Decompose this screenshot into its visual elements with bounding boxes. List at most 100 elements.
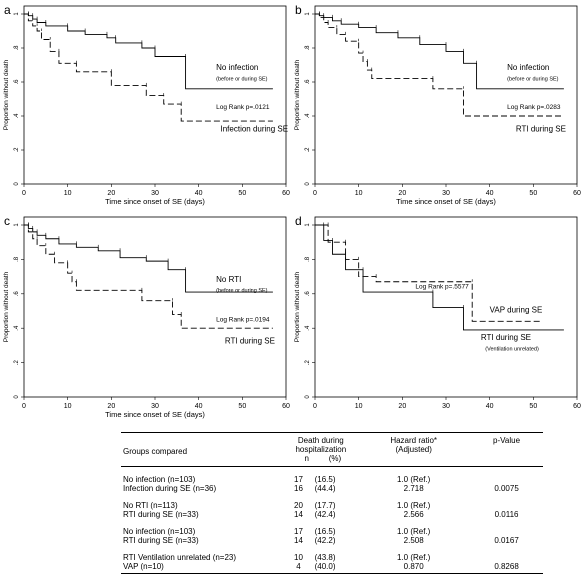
spacer-cell xyxy=(121,467,543,476)
table-row: RTI Ventilation unrelated (n=23) 10 (43.8)… xyxy=(121,553,543,562)
y-tick-label: 0 xyxy=(305,395,311,399)
y-tick-label: .4 xyxy=(14,113,20,119)
y-tick-label: 1 xyxy=(305,223,311,227)
cell-n: 20 xyxy=(294,501,303,510)
x-tick-label: 0 xyxy=(22,190,26,197)
cell-group: No infection (n=103) xyxy=(123,527,196,536)
cell-group: No RTI (n=113) xyxy=(123,501,178,510)
chart-annotation: (before or during SE) xyxy=(507,76,559,82)
x-axis-title: Time since onset of SE (days) xyxy=(105,410,205,419)
cell-n: 4 xyxy=(284,562,313,574)
x-tick-label: 50 xyxy=(529,403,537,410)
x-tick-label: 40 xyxy=(195,403,203,410)
cell-pct: (17.7) xyxy=(314,501,336,510)
table-row: No infection (n=103) 17 (16.5) 1.0 (Ref.) xyxy=(121,475,543,484)
chart-annotation: (before or during SE) xyxy=(216,76,268,82)
y-tick-label: .2 xyxy=(14,147,20,153)
header-pct: (%) xyxy=(328,454,342,463)
cell-pct: (43.8) xyxy=(314,553,336,562)
cell-n: 14 xyxy=(294,536,303,545)
y-tick-label: .4 xyxy=(14,325,20,331)
x-tick-label: 60 xyxy=(573,190,581,197)
cell-pct: (16.5) xyxy=(314,475,336,484)
y-axis-title: Proportion without death xyxy=(294,271,301,342)
x-tick-label: 40 xyxy=(195,190,203,197)
y-tick-label: .4 xyxy=(305,113,311,119)
y-axis-title: Proportion without death xyxy=(294,59,301,130)
chart-annotation: No RTI xyxy=(216,275,241,284)
chart-annotation: No infection xyxy=(507,63,549,72)
y-tick-label: .6 xyxy=(305,79,311,85)
x-tick-label: 30 xyxy=(442,190,450,197)
header-hazard-line2: (Adjusted) xyxy=(395,445,432,454)
cell-hazard-ratio: 1.0 (Ref.) xyxy=(397,527,431,536)
cell-n: 10 xyxy=(294,553,303,562)
header-death: Death during hospitalization n (%) xyxy=(284,432,358,467)
y-tick-label: .8 xyxy=(14,256,20,262)
header-n: n xyxy=(304,454,309,463)
results-table: Groups compared Death during hospitaliza… xyxy=(121,432,543,574)
plot-frame xyxy=(23,5,287,185)
y-tick-label: .8 xyxy=(14,45,20,51)
chart-annotation: No infection xyxy=(216,63,258,72)
x-tick-label: 50 xyxy=(238,190,246,197)
cell-hazard-ratio: 2.566 xyxy=(403,510,424,519)
series-line xyxy=(315,224,543,322)
x-axis-title: Time since onset of SE (days) xyxy=(105,197,205,206)
series-line xyxy=(315,224,564,331)
x-tick-label: 20 xyxy=(398,190,406,197)
cell-n: 17 xyxy=(294,475,303,484)
y-tick-label: 1 xyxy=(14,12,20,16)
cell-p-value xyxy=(470,527,543,536)
y-tick-label: .8 xyxy=(305,45,311,51)
chart-annotation: (Ventilation unrelated) xyxy=(485,347,539,353)
table-row: VAP (n=10) 4 (40.0) 0.870 0.8268 xyxy=(121,562,543,574)
cell-pct: (42.4) xyxy=(314,510,336,519)
cell-pct: (16.5) xyxy=(314,527,336,536)
cell-hazard-ratio: 1.0 (Ref.) xyxy=(397,501,431,510)
series-line xyxy=(24,224,273,329)
spacer-cell xyxy=(121,493,543,501)
header-hazard-line1: Hazard ratio* xyxy=(390,436,438,445)
chart-annotation: Log Rank p=.0283 xyxy=(507,104,561,111)
cell-p-value xyxy=(470,553,543,562)
table-spacer-row xyxy=(121,519,543,527)
y-tick-label: .8 xyxy=(305,256,311,262)
panel-label: a xyxy=(4,3,11,17)
chart-annotation: RTI during SE xyxy=(481,333,531,342)
x-tick-label: 60 xyxy=(282,190,290,197)
table-row: No RTI (n=113) 20 (17.7) 1.0 (Ref.) xyxy=(121,501,543,510)
x-tick-label: 30 xyxy=(151,403,159,410)
table-row: Infection during SE (n=36) 16 (44.4) 2.718 0… xyxy=(121,484,543,493)
y-tick-label: .2 xyxy=(305,359,311,365)
cell-p-value: 0.0075 xyxy=(494,484,519,493)
x-axis-title: Time since onset of SE (days) xyxy=(396,197,496,206)
chart-panel-c: c 0 10 20 30 40 50 60 0 .2 .4 .6 .8 1 Time since onset… xyxy=(3,214,290,419)
x-tick-label: 30 xyxy=(151,190,159,197)
cell-p-value xyxy=(470,501,543,510)
x-tick-label: 50 xyxy=(529,190,537,197)
cell-hazard-ratio: 0.870 xyxy=(357,562,471,574)
x-tick-label: 10 xyxy=(355,190,363,197)
x-tick-label: 20 xyxy=(107,190,115,197)
cell-hazard-ratio: 1.0 (Ref.) xyxy=(397,553,431,562)
chart-annotation: RTI during SE xyxy=(516,124,566,133)
header-death-line2: hospitalization xyxy=(295,445,347,454)
cell-n: 17 xyxy=(294,527,303,536)
chart-annotation: VAP during SE xyxy=(490,306,543,315)
header-groups: Groups compared xyxy=(121,432,285,467)
y-tick-label: .2 xyxy=(14,359,20,365)
y-tick-label: .6 xyxy=(14,291,20,297)
x-tick-label: 0 xyxy=(313,403,317,410)
y-tick-label: 1 xyxy=(305,12,311,16)
x-tick-label: 10 xyxy=(64,403,72,410)
cell-p-value: 0.0167 xyxy=(494,536,519,545)
table-row: RTI during SE (n=33) 14 (42.2) 2.508 0.0167 xyxy=(121,536,543,545)
y-tick-label: 0 xyxy=(14,395,20,399)
cell-hazard-ratio: 2.508 xyxy=(403,536,424,545)
x-tick-label: 40 xyxy=(486,403,494,410)
y-tick-label: .2 xyxy=(305,147,311,153)
panel-label: c xyxy=(4,214,10,228)
y-tick-label: 1 xyxy=(14,223,20,227)
